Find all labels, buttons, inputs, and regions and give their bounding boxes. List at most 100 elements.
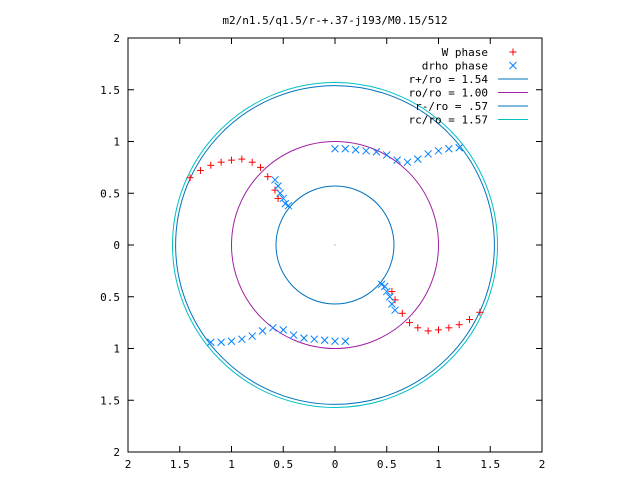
x-tick-label: 0 xyxy=(332,458,339,471)
drho-phase-point xyxy=(258,327,267,335)
cross-b xyxy=(377,280,386,289)
drho-phase-point xyxy=(269,323,277,332)
cross-b xyxy=(403,158,412,167)
radius-circle xyxy=(275,185,395,305)
x-tick-label: 1 xyxy=(435,458,442,471)
drho-phase-point xyxy=(424,150,433,158)
w-phase-point xyxy=(228,156,235,164)
cross-b xyxy=(424,150,433,158)
legend-label: W phase xyxy=(442,46,488,59)
cross-b xyxy=(444,144,453,153)
drho-phase-point xyxy=(274,182,282,190)
w-phase-point xyxy=(388,288,396,296)
cross-b xyxy=(289,331,298,339)
y-tick-label: 1 xyxy=(113,136,120,149)
w-phase-point xyxy=(414,324,422,332)
cross-b xyxy=(248,332,257,340)
cross-b xyxy=(284,201,293,210)
cross-b xyxy=(258,327,267,335)
data-points xyxy=(186,143,484,347)
cross-b xyxy=(413,155,422,163)
cross-b xyxy=(382,287,391,296)
w-phase-point xyxy=(256,163,264,171)
cross-b xyxy=(351,145,360,154)
w-phase-point xyxy=(217,158,225,166)
cross-b xyxy=(509,61,517,70)
drho-phase-point xyxy=(276,189,284,198)
w-phase-point xyxy=(398,309,406,317)
drho-phase-point xyxy=(391,306,399,315)
y-tick-label: 0.5 xyxy=(100,187,120,200)
cross-b xyxy=(386,292,394,301)
drho-phase-point xyxy=(362,146,370,155)
cross-b xyxy=(206,338,215,347)
w-phase-point xyxy=(186,174,194,182)
cross-b xyxy=(362,146,370,155)
cross-b xyxy=(281,199,290,208)
drho-phase-point xyxy=(341,144,350,153)
drho-phase-point xyxy=(284,201,293,210)
drho-phase-point xyxy=(393,156,401,164)
cross-b xyxy=(300,334,308,343)
drho-phase-point xyxy=(248,332,257,340)
drho-phase-point xyxy=(386,292,394,301)
legend-label: r-/ro = .57 xyxy=(415,100,488,113)
drho-phase-point xyxy=(413,155,422,163)
w-phase-point xyxy=(238,155,246,163)
w-phase-point xyxy=(435,326,442,334)
x-tick-label: 1.5 xyxy=(170,458,190,471)
w-phase-point xyxy=(455,321,463,329)
drho-phase-point xyxy=(434,146,443,155)
origin-dot xyxy=(334,244,336,246)
cross-b xyxy=(276,189,284,198)
cross-b xyxy=(382,151,391,159)
w-phase-point xyxy=(466,316,474,324)
cross-b xyxy=(391,306,399,315)
drho-phase-point xyxy=(388,300,396,308)
legend-label: ro/ro = 1.00 xyxy=(409,87,488,100)
w-phase-point xyxy=(445,324,453,332)
radius-circle xyxy=(172,82,498,408)
cross-b xyxy=(227,337,236,346)
radius-circle xyxy=(231,141,439,349)
cross-b xyxy=(331,144,339,153)
w-phase-point xyxy=(476,308,484,316)
cross-b xyxy=(279,194,288,203)
legend-label: rc/ro = 1.57 xyxy=(409,114,488,127)
drho-phase-point xyxy=(403,158,412,167)
drho-phase-point xyxy=(320,336,329,345)
drho-phase-point xyxy=(237,335,246,344)
x-tick-label: 0.5 xyxy=(273,458,293,471)
cross-b xyxy=(341,337,350,346)
chart-title: m2/n1.5/q1.5/r-+.37-j193/M0.15/512 xyxy=(222,14,447,27)
cross-b xyxy=(388,300,396,308)
radius-circles xyxy=(172,82,498,408)
cross-b xyxy=(274,182,282,190)
drho-phase-point xyxy=(310,335,319,344)
x-tick-label: 2 xyxy=(125,458,132,471)
drho-phase-point xyxy=(279,326,288,334)
cross-b xyxy=(434,146,443,155)
y-tick-label: 1.5 xyxy=(100,84,120,97)
drho-phase-point xyxy=(279,194,288,203)
drho-phase-point xyxy=(372,147,381,156)
legend-marker xyxy=(509,61,517,70)
y-tick-label: 2 xyxy=(113,446,120,459)
w-phase-point xyxy=(264,173,272,181)
y-tick-label: 0.5 xyxy=(100,291,120,304)
drho-phase-point xyxy=(206,338,215,347)
cross-b xyxy=(331,337,339,346)
drho-phase-point xyxy=(351,145,360,154)
legend-marker xyxy=(509,48,517,56)
drho-phase-point xyxy=(377,280,386,289)
axis-ticks: 2 1.5 1 0.5 0 0.5 1 1.5 221.510.500.511.52 xyxy=(100,32,545,471)
drho-phase-point xyxy=(331,144,339,153)
drho-phase-point xyxy=(341,337,350,346)
drho-phase-point xyxy=(331,337,339,346)
legend-label: r+/ro = 1.54 xyxy=(409,73,489,86)
x-tick-label: 1 xyxy=(228,458,235,471)
x-tick-label: 2 xyxy=(539,458,546,471)
w-phase-point xyxy=(406,319,414,327)
